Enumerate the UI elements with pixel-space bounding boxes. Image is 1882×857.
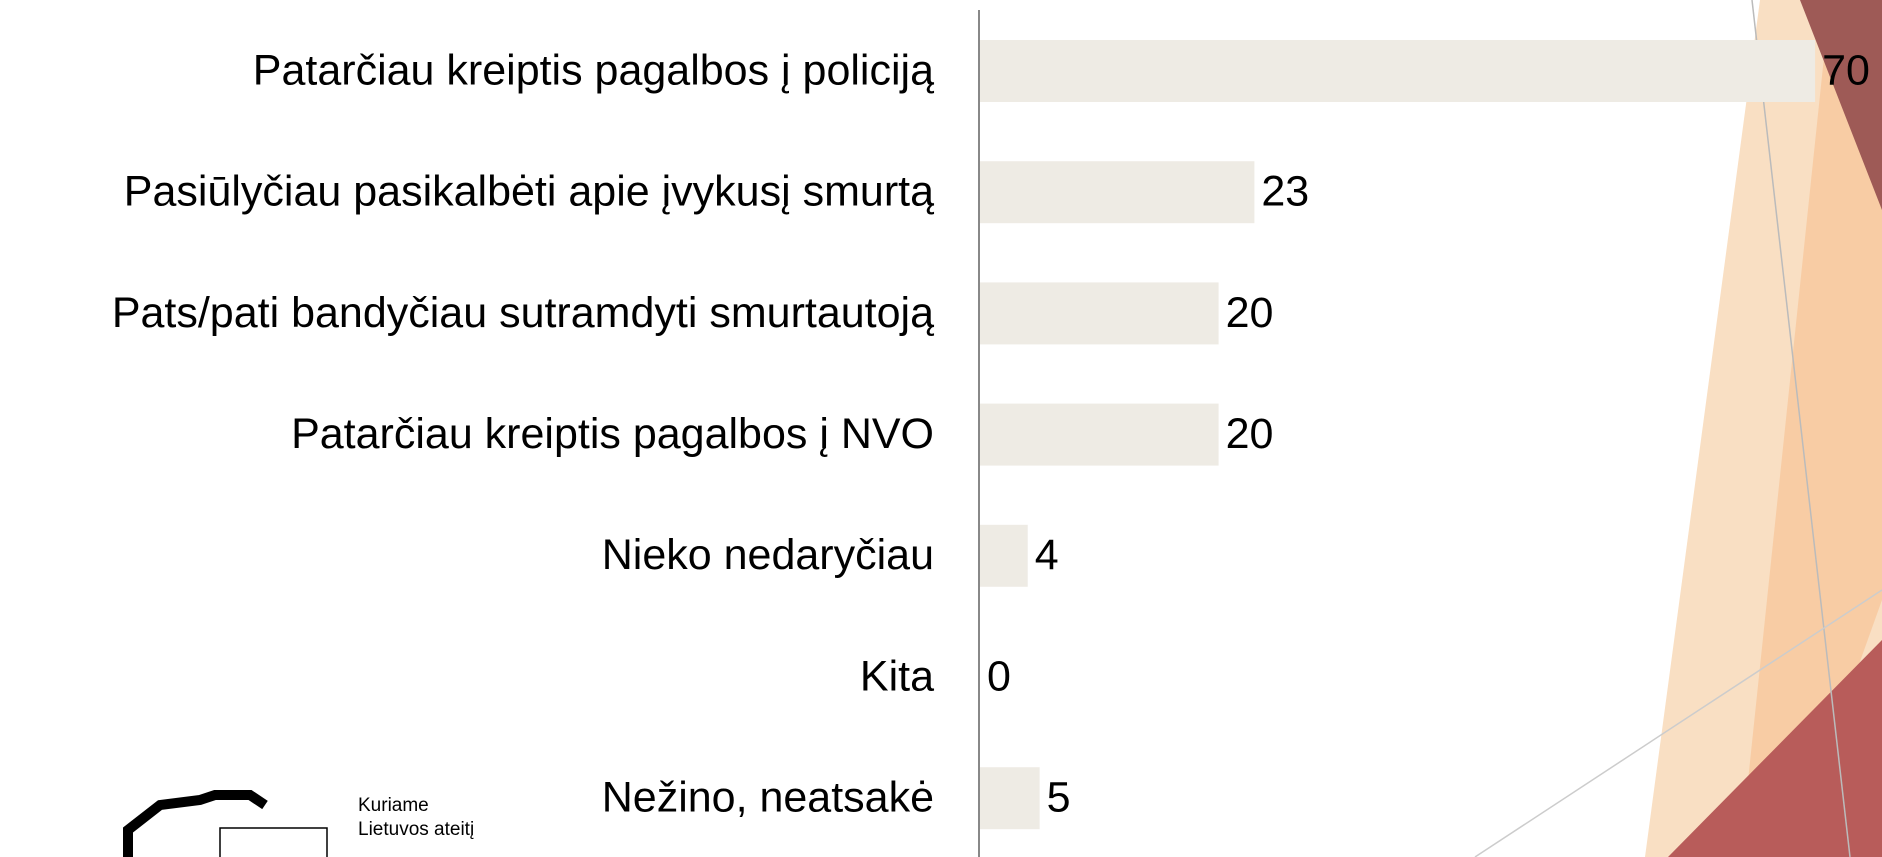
bar <box>980 161 1254 223</box>
bar <box>980 282 1219 344</box>
bar <box>980 40 1815 102</box>
category-label: Patarčiau kreiptis pagalbos į NVO <box>291 410 934 458</box>
bar <box>980 404 1219 466</box>
value-label: 5 <box>1047 774 1071 822</box>
category-label: Pats/pati bandyčiau sutramdyti smurtauto… <box>112 289 934 337</box>
value-label: 4 <box>1035 531 1059 579</box>
category-label: Patarčiau kreiptis pagalbos į policiją <box>253 46 934 94</box>
value-label: 0 <box>987 652 1011 700</box>
value-label: 20 <box>1226 410 1274 458</box>
value-label: 23 <box>1261 168 1309 216</box>
logo-flag <box>220 828 327 857</box>
chart: Patarčiau kreiptis pagalbos į policiją 70… <box>112 40 1870 829</box>
category-label: Nežino, neatsakė <box>602 774 934 822</box>
bar <box>980 525 1028 587</box>
decoration <box>1475 0 1882 857</box>
category-label: Pasiūlyčiau pasikalbėti apie įvykusį smu… <box>124 168 934 216</box>
category-label: Nieko nedaryčiau <box>602 531 934 579</box>
logo-mark <box>128 795 265 857</box>
logo: Kuriame Lietuvos ateitį <box>128 795 474 857</box>
category-label: Kita <box>860 652 934 700</box>
slide: Kuriame Lietuvos ateitį Patarčiau kreipt… <box>0 0 1882 857</box>
logo-text: Lietuvos ateitį <box>358 819 474 840</box>
value-label: 20 <box>1226 289 1274 337</box>
bar <box>980 767 1040 829</box>
value-label: 70 <box>1822 46 1870 94</box>
logo-text: Kuriame <box>358 795 429 816</box>
